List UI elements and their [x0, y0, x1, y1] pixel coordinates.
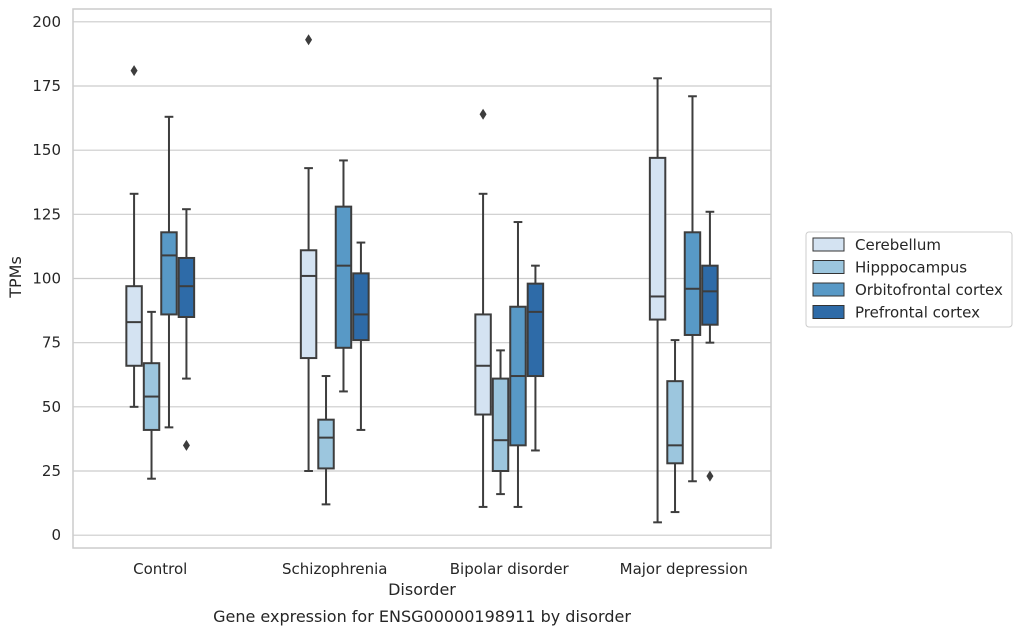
- outlier-point: [479, 108, 487, 120]
- y-axis-label: TPMs: [6, 256, 25, 299]
- y-tick-label: 125: [32, 205, 61, 223]
- legend-entry: Hipppocampus: [855, 259, 967, 277]
- x-axis-label: Disorder: [388, 580, 456, 599]
- plot-frame: [72, 8, 772, 549]
- iqr-box: [701, 264, 719, 326]
- iqr-box: [683, 231, 702, 336]
- box-bipolar-disorder-cerebellum: [474, 108, 492, 508]
- outlier-point: [182, 439, 190, 451]
- legend-swatch: [812, 282, 845, 297]
- grid-lines: [73, 21, 771, 536]
- iqr-box: [352, 272, 370, 342]
- iqr-box: [648, 156, 667, 321]
- y-tick-label: 50: [42, 398, 61, 416]
- iqr-box: [125, 285, 143, 367]
- y-tick-label: 0: [51, 526, 61, 544]
- x-tick-label: Bipolar disorder: [450, 560, 570, 578]
- legend-swatch: [812, 237, 845, 252]
- x-tick-labels: Control Schizophrenia Bipolar disorder Majo…: [133, 560, 748, 578]
- box-major-depression-prefrontal-cortex: [701, 210, 719, 482]
- iqr-box: [317, 418, 335, 470]
- box-schizophrenia-orbitofrontal-cortex: [334, 159, 353, 393]
- y-tick-labels: 0 25 50 75 100 125 150 175 200: [32, 13, 61, 544]
- iqr-box: [666, 380, 684, 465]
- y-tick-label: 75: [42, 334, 61, 352]
- outlier-point: [130, 65, 138, 77]
- outlier-point: [706, 470, 714, 482]
- iqr-box: [334, 205, 353, 349]
- iqr-box: [491, 377, 510, 473]
- y-tick-label: 175: [32, 77, 61, 95]
- iqr-box: [299, 249, 318, 360]
- outlier-point: [305, 34, 313, 46]
- box-schizophrenia-hipppocampus: [317, 375, 335, 506]
- box-groups: [125, 34, 719, 524]
- legend-swatch: [812, 305, 845, 319]
- box-major-depression-hipppocampus: [666, 339, 684, 514]
- iqr-box: [474, 313, 492, 416]
- chart-caption: Gene expression for ENSG00000198911 by d…: [213, 607, 631, 626]
- box-major-depression-cerebellum: [648, 77, 667, 524]
- box-bipolar-disorder-prefrontal-cortex: [526, 264, 545, 452]
- y-tick-label: 150: [32, 141, 61, 159]
- box-schizophrenia-prefrontal-cortex: [352, 241, 370, 431]
- box-schizophrenia-cerebellum: [299, 34, 318, 472]
- box-major-depression-orbitofrontal-cortex: [683, 95, 702, 483]
- legend-swatch: [812, 260, 845, 274]
- x-tick-label: Schizophrenia: [282, 560, 387, 578]
- y-tick-label: 200: [32, 13, 61, 31]
- box-bipolar-disorder-hipppocampus: [491, 349, 510, 496]
- legend-entry: Orbitofrontal cortex: [855, 281, 1003, 299]
- legend-entry: Cerebellum: [855, 236, 941, 254]
- x-tick-label: Control: [133, 560, 187, 578]
- iqr-box: [526, 282, 545, 378]
- legend-entry: Prefrontal cortex: [855, 304, 980, 322]
- box-control-prefrontal-cortex: [177, 208, 196, 451]
- iqr-box: [160, 231, 178, 316]
- iqr-box: [177, 256, 196, 319]
- box-control-hipppocampus: [142, 310, 161, 480]
- legend: Cerebellum Hipppocampus Orbitofrontal cort…: [805, 231, 1013, 328]
- y-tick-label: 100: [32, 270, 61, 288]
- x-tick-label: Major depression: [620, 560, 748, 578]
- legend-frame: [805, 231, 1013, 328]
- y-tick-label: 25: [42, 462, 61, 480]
- box-bipolar-disorder-orbitofrontal-cortex: [509, 221, 527, 508]
- box-control-cerebellum: [125, 65, 143, 408]
- box-control-orbitofrontal-cortex: [160, 115, 178, 429]
